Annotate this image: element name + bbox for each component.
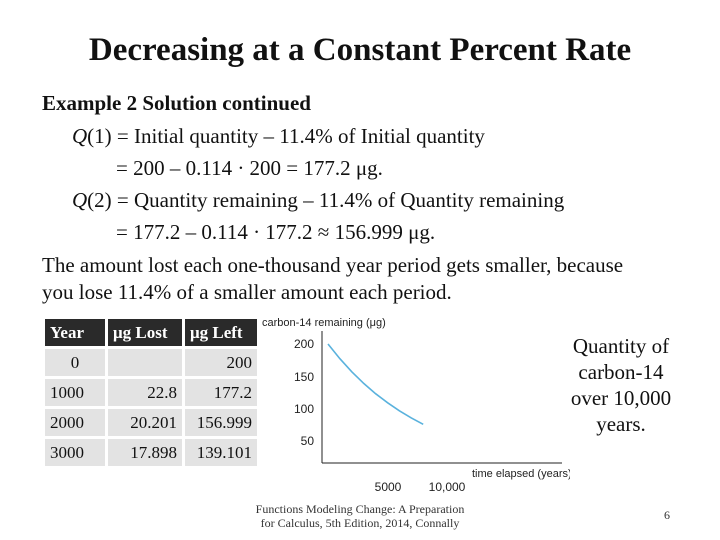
caption-line: carbon-14 [578,360,664,384]
table-header-row: Year μg Lost μg Left [45,319,257,346]
cell-lost [108,349,182,376]
page-number: 6 [664,508,670,522]
q1-text: = Initial quantity – 11.4% of Initial qu… [111,124,485,148]
q2-text: = Quantity remaining – 11.4% of Quantity… [111,188,565,212]
cell-lost: 20.201 [108,409,182,436]
table-row: 0 200 [45,349,257,376]
cell-left: 139.101 [185,439,257,466]
header-left: μg Left [185,319,257,346]
y-tick-label: 50 [301,434,315,448]
cell-year: 2000 [45,409,105,436]
q2-symbol: Q [72,188,88,212]
q1-symbol: Q [72,124,88,148]
x-ticks: 5000 10,000 [375,480,466,493]
header-year: Year [45,319,105,346]
paragraph-line-1: The amount lost each one-thousand year p… [42,253,624,277]
q1-definition: Q(1) = Initial quantity – 11.4% of Initi… [72,124,485,149]
cell-left: 177.2 [185,379,257,406]
caption-line: over 10,000 [570,386,672,410]
chart-caption: Quantity of carbon-14 over 10,000 years. [566,333,676,437]
footer-line: for Calculus, 5th Edition, 2014, Connall… [260,516,460,530]
x-axis-label: time elapsed (years) [472,468,570,480]
header-lost: μg Lost [108,319,182,346]
table-row: 3000 17.898 139.101 [45,439,257,466]
decay-curve [327,343,424,426]
y-ticks: 200 150 100 50 [294,337,314,448]
paragraph-line-2: you lose 11.4% of a smaller amount each … [42,280,452,304]
x-tick-label: 5000 [375,480,402,493]
cell-year: 1000 [45,379,105,406]
y-tick-label: 200 [294,337,314,351]
q2-calculation: = 177.2 – 0.114 · 177.2 ≈ 156.999 μg. [116,220,436,244]
caption-line: Quantity of [572,334,670,358]
decay-table: Year μg Lost μg Left 0 200 1000 22.8 177… [42,316,260,469]
footer-citation: Functions Modeling Change: A Preparation… [250,502,470,530]
cell-lost: 22.8 [108,379,182,406]
cell-lost: 17.898 [108,439,182,466]
table-row: 2000 20.201 156.999 [45,409,257,436]
slide-title: Decreasing at a Constant Percent Rate [88,32,632,68]
footer-line: Functions Modeling Change: A Preparation [255,502,465,516]
y-axis-label: carbon-14 remaining (μg) [262,317,386,329]
cell-left: 200 [185,349,257,376]
y-tick-label: 150 [294,370,314,384]
cell-year: 0 [45,349,105,376]
x-tick-label: 10,000 [429,480,466,493]
cell-left: 156.999 [185,409,257,436]
q2-argument: (2) [87,188,112,212]
slide-subtitle: Example 2 Solution continued [42,91,311,115]
q2-definition: Q(2) = Quantity remaining – 11.4% of Qua… [72,188,564,213]
q1-argument: (1) [87,124,112,148]
y-tick-label: 100 [294,402,314,416]
q1-calculation: = 200 – 0.114 · 200 = 177.2 μg. [116,156,383,180]
decay-chart: 200 150 100 50 5000 10,000 carbon-14 rem… [262,317,570,493]
cell-year: 3000 [45,439,105,466]
caption-line: years. [596,412,646,436]
table-row: 1000 22.8 177.2 [45,379,257,406]
